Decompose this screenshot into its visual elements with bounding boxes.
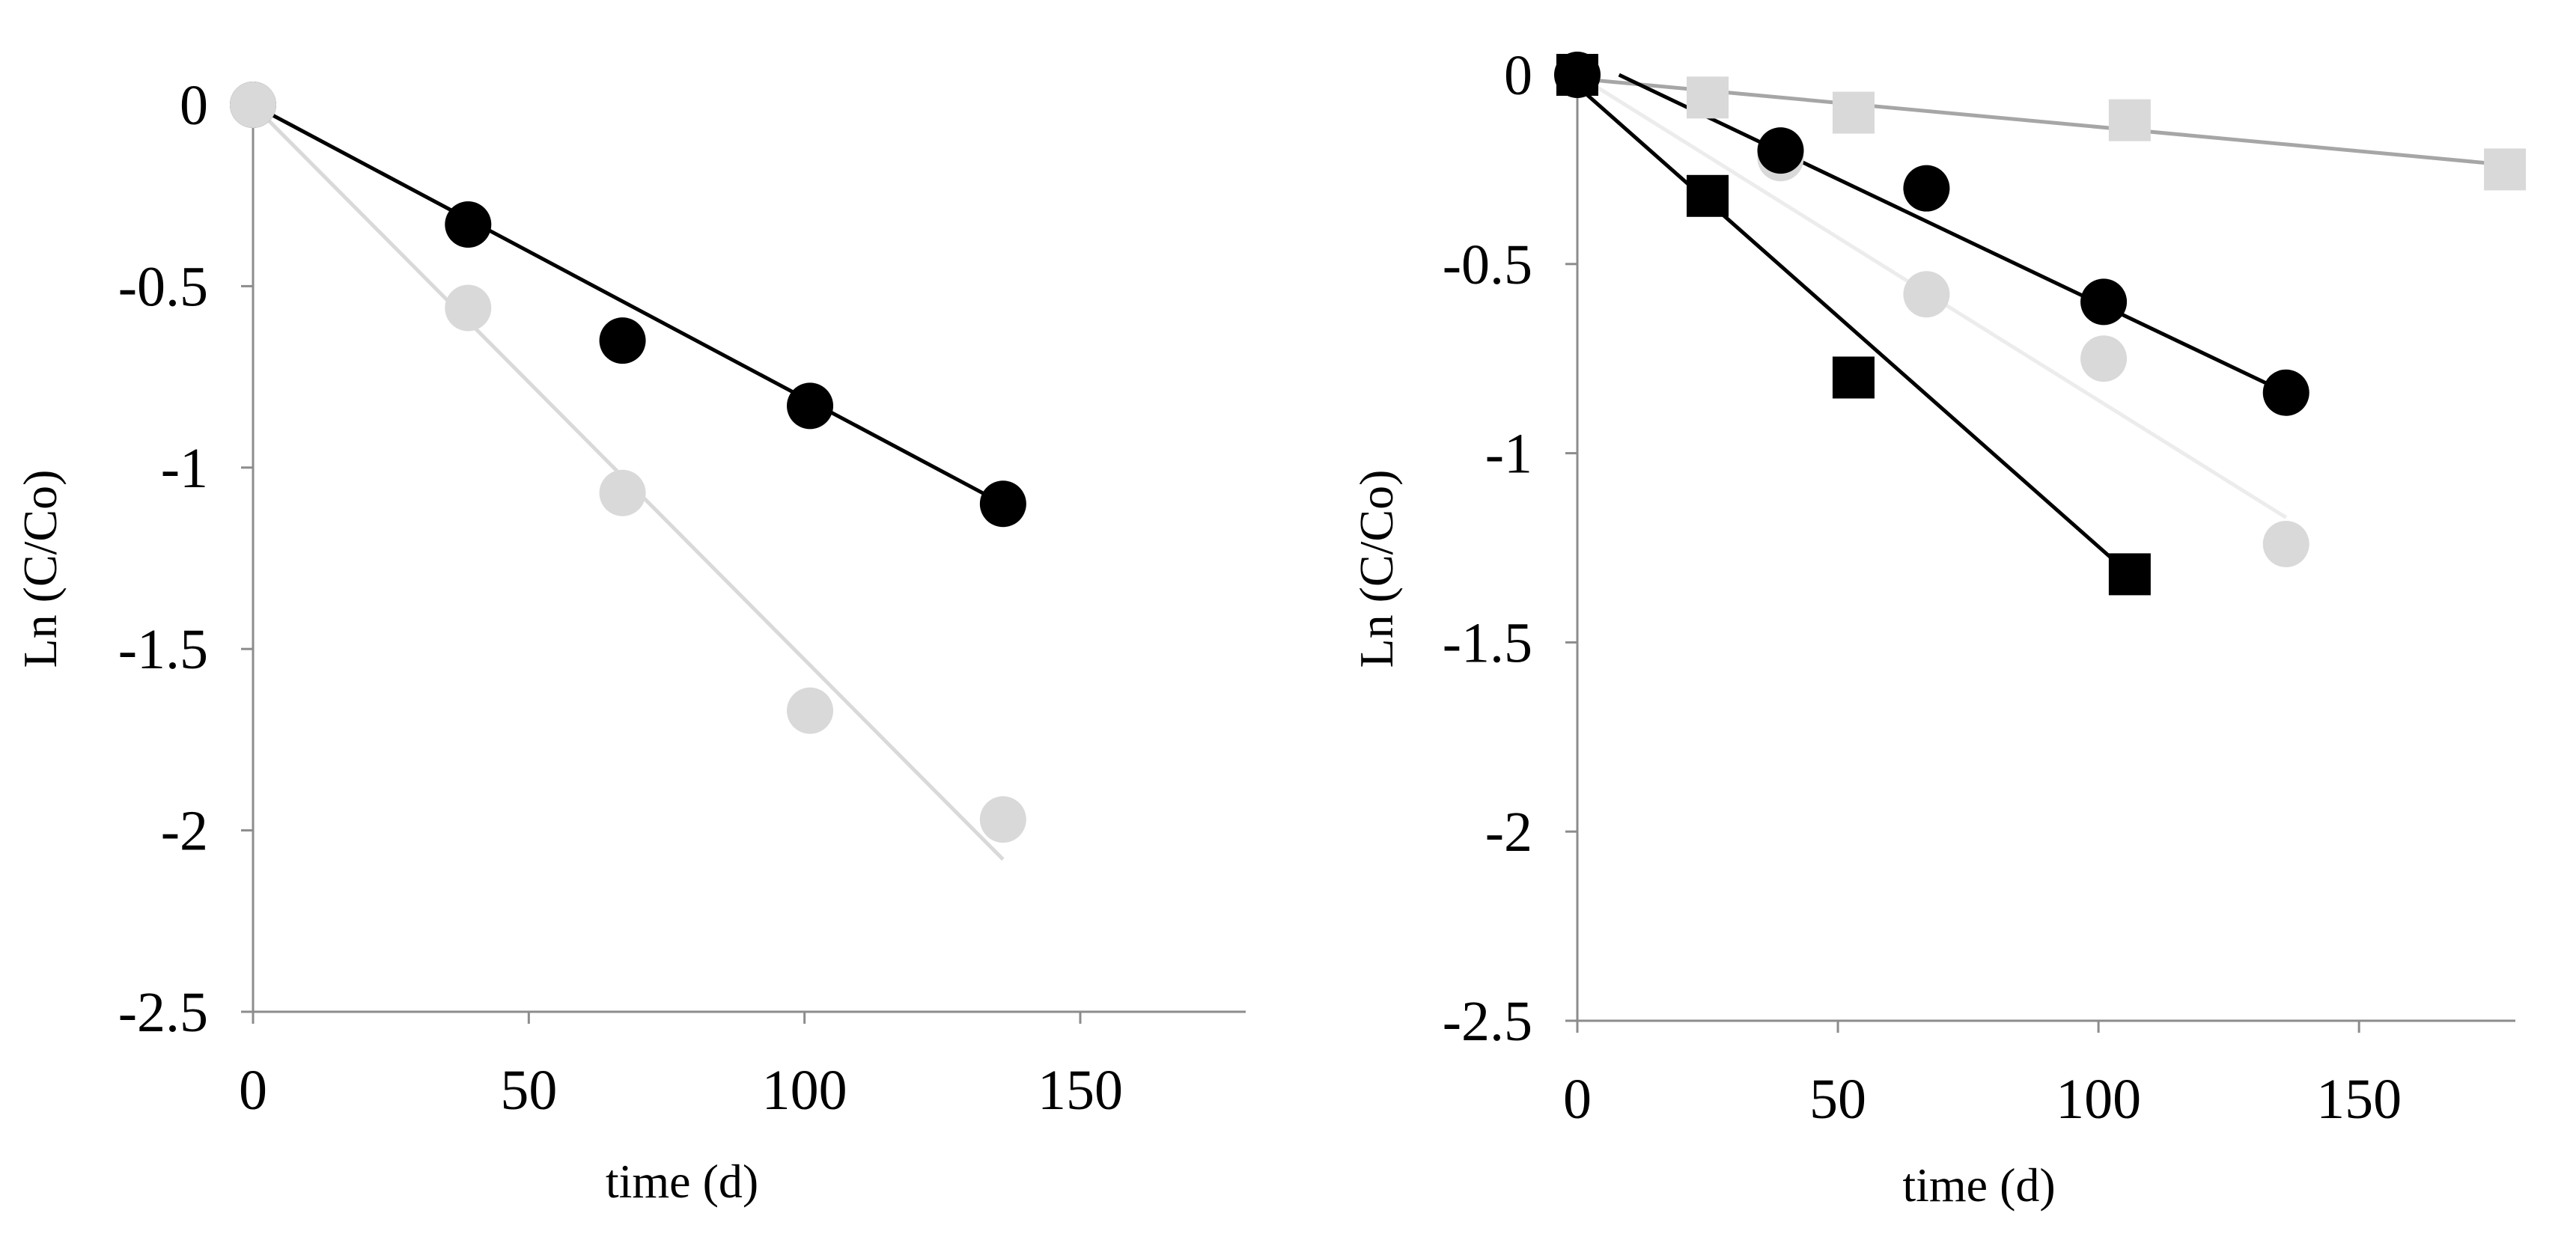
x-tick-label: 0 <box>239 1059 267 1122</box>
y-tick-label: -2 <box>161 800 208 863</box>
y-tick-label: -2 <box>1485 801 1532 864</box>
data-point-square <box>1832 91 1875 134</box>
x-tick-label: 100 <box>762 1059 847 1122</box>
data-point-circle <box>599 317 646 364</box>
trend-line <box>1618 73 2287 394</box>
data-point-circle <box>1903 271 1950 318</box>
y-tick-label: -1 <box>161 437 208 500</box>
y-tick-label: -1 <box>1485 423 1532 486</box>
y-tick-label: 0 <box>1504 44 1532 107</box>
data-point-circle <box>599 469 646 516</box>
data-point-square <box>1832 356 1875 399</box>
data-point-square <box>1687 76 1729 119</box>
data-point-circle <box>1903 165 1950 212</box>
data-point-square <box>2108 99 2151 141</box>
y-tick-label: -0.5 <box>118 255 208 318</box>
data-point-circle <box>445 201 492 248</box>
y-tick-label: 0 <box>180 74 208 137</box>
data-point-circle <box>2080 278 2128 326</box>
y-tick-label: -0.5 <box>1443 233 1532 296</box>
data-point-circle <box>1757 127 1804 174</box>
x-tick-label: 50 <box>500 1059 557 1122</box>
y-axis-title: Ln (C/Co) <box>13 470 67 668</box>
x-tick-label: 0 <box>1563 1068 1592 1131</box>
data-point-circle <box>2262 369 2309 416</box>
y-tick-label: -1.5 <box>1443 611 1532 674</box>
data-point-circle <box>787 687 834 734</box>
y-axis-title: Ln (C/Co) <box>1350 470 1403 668</box>
y-tick-label: -2.5 <box>1443 990 1532 1053</box>
trend-line <box>252 103 1005 506</box>
data-point-circle <box>445 284 492 332</box>
x-tick-label: 100 <box>2056 1068 2141 1131</box>
data-point-square <box>2484 148 2527 191</box>
data-point-square <box>1556 54 1598 96</box>
y-tick-label: -2.5 <box>118 981 208 1044</box>
x-axis-title: time (d) <box>606 1155 758 1208</box>
x-axis-title: time (d) <box>1902 1158 2055 1212</box>
data-point-circle <box>2080 335 2128 382</box>
data-point-square <box>1687 174 1729 217</box>
x-tick-label: 150 <box>1038 1059 1123 1122</box>
data-point-circle <box>787 382 834 430</box>
data-point-circle <box>230 82 276 128</box>
trend-line <box>1577 76 2516 168</box>
y-tick-label: -1.5 <box>118 618 208 681</box>
trend-line <box>1576 85 2131 576</box>
data-point-circle <box>979 480 1026 528</box>
data-point-circle <box>2262 520 2309 567</box>
data-point-circle <box>979 796 1026 843</box>
data-point-square <box>2108 553 2151 596</box>
x-tick-label: 50 <box>1809 1068 1866 1131</box>
x-tick-label: 150 <box>2316 1068 2402 1131</box>
